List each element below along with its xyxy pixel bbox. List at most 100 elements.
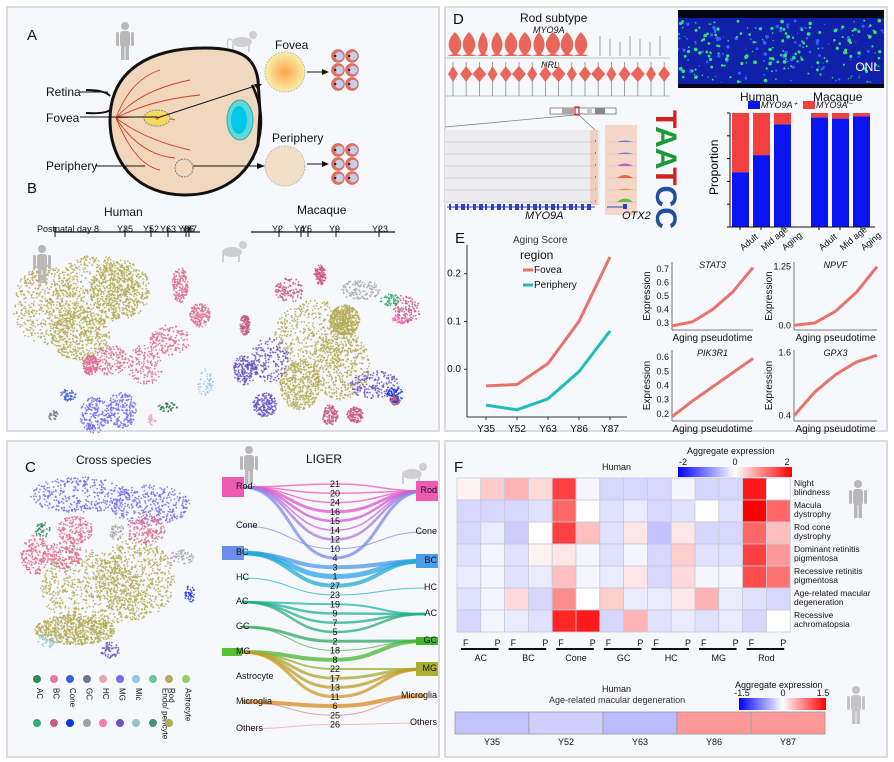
tsne-point-rod — [297, 355, 300, 358]
tsne-point-bc — [149, 336, 152, 339]
tsne-point-bc — [138, 345, 140, 348]
tsne-point-bc — [115, 345, 118, 348]
tsne-point-mg — [81, 419, 84, 421]
tsne-point-rod — [30, 327, 33, 330]
tsne-point-mic — [207, 391, 209, 394]
tsne-point-rod — [120, 274, 122, 277]
tsne-point-mic — [204, 392, 207, 395]
tsne-point-bc — [190, 310, 193, 312]
tsne-point-bc — [202, 306, 204, 309]
tsne-point-rod — [58, 345, 60, 347]
tsne-point-rod — [322, 336, 325, 339]
tsne-point-rod — [293, 403, 295, 406]
tsne-point-mg — [95, 400, 98, 403]
tsne-point-bc — [110, 348, 113, 350]
tsne-point-rod — [45, 333, 48, 336]
tsne-point-rod — [144, 275, 147, 278]
tsne-point-rod — [289, 400, 291, 402]
tsne-point-bc — [151, 364, 153, 367]
tsne-point-rod — [45, 274, 48, 276]
tsne-point-bc — [113, 348, 115, 351]
tsne-point-rod — [136, 300, 139, 303]
tsne-point-rod — [312, 322, 314, 325]
tsne-point-rod — [131, 291, 134, 293]
tsne-point-rod — [300, 308, 303, 310]
tsne-point-gc — [50, 414, 52, 417]
tsne-point-bc — [183, 345, 186, 348]
tsne-point-rod — [31, 331, 34, 334]
tsne-point-bc — [102, 361, 104, 363]
tsne-point-rod — [308, 372, 311, 375]
tsne-point-rod — [355, 374, 357, 377]
tsne-point-rod — [330, 310, 332, 312]
tsne-point-rod — [70, 272, 72, 274]
tsne-point-bc — [159, 359, 162, 362]
tsne-point-rod — [126, 314, 129, 317]
tsne-point-rod — [66, 319, 69, 322]
tsne-point-rod — [362, 345, 365, 348]
tsne-point-rod — [344, 354, 347, 357]
tsne-point-rod — [306, 380, 309, 383]
tsne-point-cone — [74, 394, 76, 396]
tsne-point-rod — [70, 311, 73, 313]
tsne-point-rod — [80, 263, 83, 266]
tsne-point-rod — [116, 267, 118, 270]
cell-body — [348, 79, 358, 89]
tsne-point-rod — [34, 287, 37, 290]
tsne-point-rod — [349, 393, 352, 396]
tsne-point-hc — [149, 414, 152, 416]
tsne-point-bc — [99, 346, 102, 349]
tsne-point-rod — [66, 312, 69, 314]
tsne-point-bc — [151, 379, 154, 381]
tsne-point-rod — [52, 293, 55, 296]
tsne-point-rod — [132, 302, 135, 304]
tsne-point-mg — [80, 406, 83, 409]
tsne-point-rod — [27, 309, 29, 312]
tsne-point-rod — [145, 303, 148, 305]
tsne-point-rod — [101, 323, 104, 325]
tsne-point-rod — [339, 365, 341, 368]
tsne-point-rod — [97, 320, 100, 323]
tsne-point-rod — [360, 367, 362, 370]
tsne-point-bc — [104, 350, 107, 353]
tsne-point-rod — [79, 315, 82, 317]
tsne-point-rod — [330, 388, 332, 391]
tsne-point-rod — [309, 357, 312, 360]
tsne-point-rod — [115, 314, 117, 317]
tsne-point-rod — [25, 311, 28, 314]
tsne-point-rod — [313, 350, 316, 353]
tsne-point-rod — [142, 304, 145, 306]
tsne-point-mg — [107, 409, 110, 412]
tsne-point-bc — [82, 367, 85, 370]
tsne-point-bc — [180, 330, 183, 332]
tsne-point-bc — [174, 298, 177, 300]
tsne-point-rod — [60, 314, 63, 317]
tsne-point-rod — [59, 309, 61, 311]
tsne-point-rod — [111, 269, 113, 272]
tsne-point-rod — [136, 289, 139, 291]
tsne-point-bc — [115, 351, 117, 354]
tsne-point-rod — [336, 372, 339, 374]
tsne-point-bc — [127, 366, 130, 369]
tsne-point-bc — [98, 351, 101, 353]
tsne-point-bc — [128, 373, 131, 376]
tsne-point-rod — [284, 389, 287, 392]
tsne-point-mic — [199, 378, 202, 381]
tsne-point-rod — [99, 309, 101, 312]
tsne-point-rod — [58, 280, 60, 283]
tsne-point-rod — [289, 377, 291, 379]
tsne-point-rod — [64, 317, 66, 320]
tsne-point-rod — [88, 281, 91, 284]
tsne-point-rod — [284, 318, 286, 321]
tsne-point-rod — [22, 331, 25, 333]
tsne-point-rod — [307, 384, 310, 387]
tsne-point-bc — [131, 375, 134, 378]
tsne-point-rod — [119, 266, 122, 268]
tsne-point-rod — [296, 397, 299, 399]
tsne-point-rod — [38, 304, 41, 306]
tsne-point-rod — [357, 344, 360, 347]
tsne-point-rod — [296, 326, 298, 329]
tsne-point-rod — [96, 278, 99, 281]
tsne-point-rod — [296, 308, 298, 310]
tsne-point-bc — [86, 368, 89, 371]
